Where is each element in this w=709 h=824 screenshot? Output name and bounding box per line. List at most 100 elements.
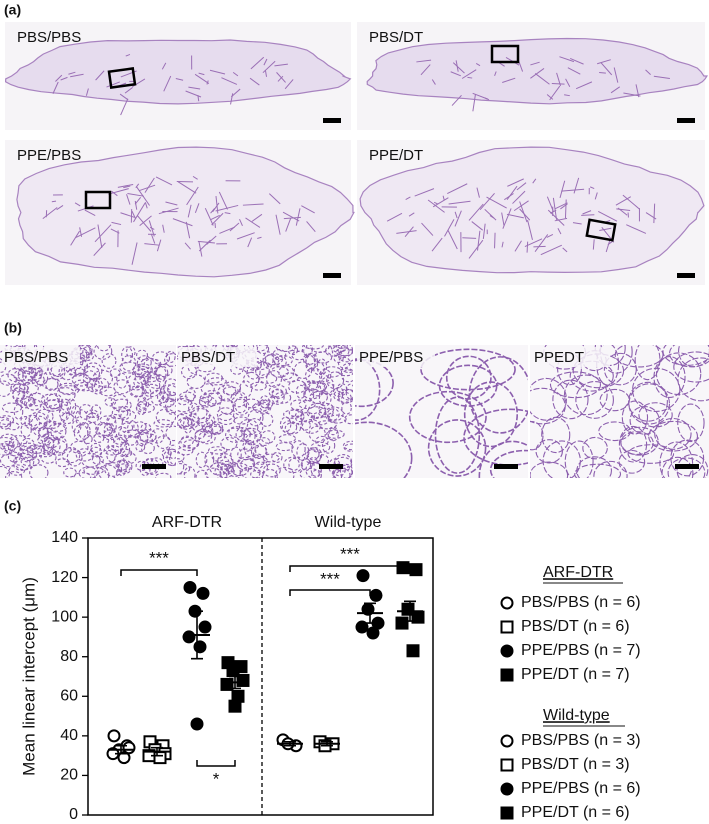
image-label: PPE/PBS — [359, 349, 423, 366]
alveolus — [99, 386, 117, 397]
image-label: PBS/DT — [181, 349, 235, 366]
alveolus — [143, 358, 162, 370]
tissue-strand — [431, 79, 436, 85]
error-bar — [284, 740, 296, 747]
error-bar — [191, 610, 203, 660]
alveolus — [272, 348, 287, 361]
alveolus — [247, 357, 263, 370]
tissue-strand — [533, 245, 546, 248]
error-bar — [404, 600, 416, 622]
alveolus — [222, 386, 239, 396]
panel-label: (a) — [4, 2, 21, 18]
tissue-strand — [530, 61, 540, 66]
tissue-strand — [230, 93, 234, 105]
tissue-strand — [405, 196, 411, 200]
alveolus — [260, 430, 276, 444]
alveolus — [239, 380, 253, 399]
alveolus — [618, 425, 648, 463]
alveolus — [123, 452, 137, 464]
tissue-strand — [454, 210, 462, 227]
alveolus — [164, 398, 176, 415]
tissue-strand — [212, 202, 220, 213]
tissue-strand — [110, 228, 120, 234]
legend-marker — [500, 806, 514, 820]
alveolus — [676, 454, 709, 478]
legend-label: PBS/PBS (n = 3) — [521, 732, 641, 749]
tissue-strand — [462, 237, 477, 239]
alveolus — [225, 463, 241, 478]
error-bar — [321, 740, 333, 747]
alveolus — [178, 436, 199, 452]
alveolus — [112, 438, 127, 455]
alveolus — [169, 450, 176, 465]
alveolus — [273, 391, 292, 404]
alveolus — [106, 445, 117, 463]
label-bg — [357, 347, 435, 367]
alveolus — [129, 385, 145, 398]
legend-marker — [500, 782, 514, 796]
tissue-strand — [442, 195, 445, 201]
legend-label: PPE/DT (n = 6) — [521, 804, 630, 821]
alveolus — [535, 439, 563, 464]
alveolus — [55, 387, 76, 403]
tissue-strand — [185, 221, 191, 239]
legend-label: PBS/DT (n = 6) — [521, 618, 630, 635]
tissue-strand — [598, 211, 618, 222]
tissue-strand — [519, 201, 528, 223]
legend-marker — [500, 668, 514, 682]
tissue-strand — [282, 211, 300, 222]
alveolus — [293, 361, 313, 380]
alveolus — [302, 353, 317, 365]
tissue-strand — [74, 202, 81, 207]
alveolus — [445, 355, 492, 400]
alveolus — [241, 427, 262, 443]
alveolus — [217, 412, 236, 426]
alveolus — [288, 415, 303, 425]
alveolus — [177, 395, 190, 406]
alveolus — [71, 348, 90, 363]
alveolus — [253, 456, 268, 465]
tissue-strand — [283, 216, 301, 220]
alveolus — [207, 377, 227, 386]
alveolus — [200, 383, 215, 395]
tissue-strand — [111, 190, 118, 197]
tissue-strand — [68, 71, 76, 75]
alveolus — [278, 434, 296, 443]
alveolus — [194, 430, 206, 439]
tissue-strand — [623, 92, 641, 97]
tissue-strand — [573, 177, 580, 194]
alveolus — [434, 396, 481, 474]
alveolus — [16, 390, 34, 409]
alveolus — [209, 462, 229, 476]
tissue-strand — [504, 193, 514, 201]
alveolus — [298, 399, 316, 410]
tissue-strand — [138, 184, 156, 192]
alveolus — [273, 355, 293, 367]
alveolus — [345, 383, 353, 400]
histology-image: PPE/DT — [357, 140, 705, 285]
alveolus — [281, 420, 298, 435]
alveolus — [34, 370, 49, 386]
alveolus — [648, 420, 699, 452]
significance-label: *** — [340, 544, 360, 563]
significance-bracket — [289, 565, 411, 572]
alveolus — [116, 459, 127, 477]
alveolus — [150, 457, 164, 470]
alveolus — [202, 422, 222, 435]
tissue-strand — [433, 201, 439, 205]
alveolus — [420, 348, 516, 391]
tissue-strand — [242, 203, 264, 206]
image-label: PPEDT — [534, 349, 584, 366]
alveolus — [326, 408, 340, 421]
tissue-strand — [149, 226, 155, 230]
alveolus — [130, 386, 147, 397]
alveolus — [117, 459, 133, 474]
tissue-strand — [501, 212, 505, 226]
significance-bracket — [120, 569, 198, 576]
alveolus — [315, 435, 329, 447]
tissue-strand — [404, 226, 414, 238]
tissue-strand — [206, 235, 217, 245]
alveolus — [156, 435, 172, 449]
alveolus — [132, 363, 153, 376]
